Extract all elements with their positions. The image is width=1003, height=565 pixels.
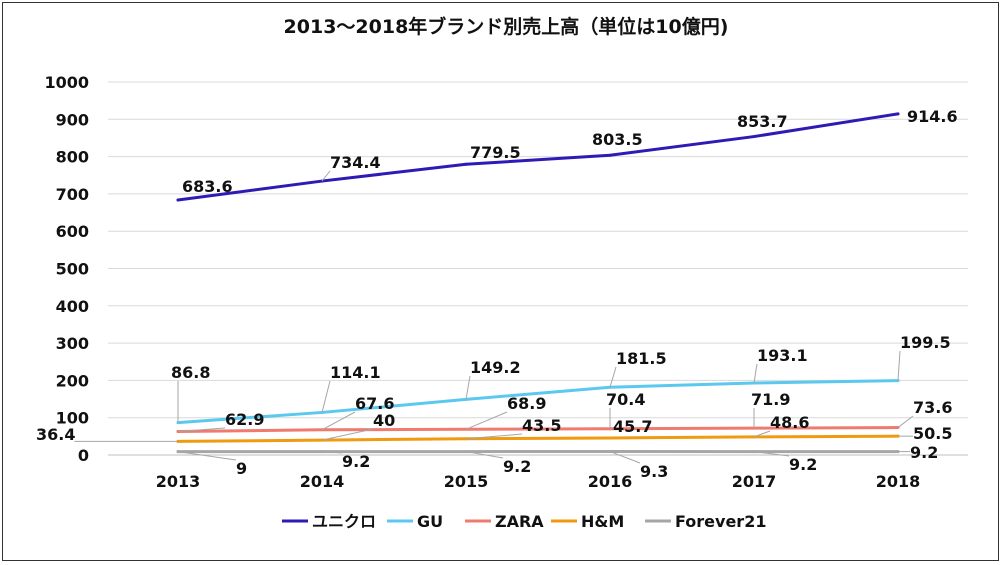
data-point-uniqlo bbox=[176, 198, 180, 202]
data-label-uniqlo: 683.6 bbox=[182, 177, 233, 196]
data-point-uniqlo bbox=[896, 112, 900, 116]
data-label-uniqlo: 803.5 bbox=[592, 130, 643, 149]
y-tick-label: 900 bbox=[56, 110, 89, 129]
data-label-zara: 68.9 bbox=[507, 394, 546, 413]
series-line-zara bbox=[176, 426, 900, 434]
series-line-uniqlo bbox=[176, 112, 900, 202]
leader-line bbox=[177, 451, 237, 461]
leader-line bbox=[321, 428, 374, 441]
legend-label-zara: ZARA bbox=[495, 512, 544, 531]
legend-label-gu: GU bbox=[417, 512, 443, 531]
leader-line bbox=[177, 427, 226, 433]
leader-line bbox=[465, 375, 471, 400]
data-point-uniqlo bbox=[752, 135, 756, 139]
leader-line bbox=[321, 170, 331, 182]
y-tick-label: 0 bbox=[78, 446, 89, 465]
legend-label-uniqlo: ユニクロ bbox=[312, 512, 376, 531]
data-label-gu: 181.5 bbox=[616, 349, 667, 368]
y-tick-label: 100 bbox=[56, 409, 89, 428]
leader-line bbox=[753, 430, 771, 438]
data-label-forever21: 9.2 bbox=[789, 455, 817, 474]
data-point-uniqlo bbox=[608, 153, 612, 157]
data-label-forever21: 9 bbox=[236, 459, 247, 478]
data-label-uniqlo: 853.7 bbox=[737, 112, 788, 131]
data-label-zara: 62.9 bbox=[225, 410, 264, 429]
leader-line bbox=[897, 415, 914, 428]
data-label-zara: 70.4 bbox=[606, 390, 645, 409]
leader-line bbox=[753, 363, 758, 384]
leader-line bbox=[609, 366, 617, 388]
data-label-zara: 71.9 bbox=[751, 390, 790, 409]
data-label-zara: 67.6 bbox=[355, 394, 394, 413]
data-label-forever21: 9.2 bbox=[503, 457, 531, 476]
data-label-hm: 50.5 bbox=[913, 424, 952, 443]
data-label-gu: 199.5 bbox=[900, 333, 951, 352]
data-label-hm: 48.6 bbox=[770, 413, 809, 432]
data-point-uniqlo bbox=[464, 162, 468, 166]
y-tick-label: 500 bbox=[56, 260, 89, 279]
x-tick-label: 2017 bbox=[732, 472, 777, 491]
data-label-gu: 193.1 bbox=[757, 346, 808, 365]
data-label-hm: 45.7 bbox=[613, 417, 652, 436]
data-label-forever21: 9.3 bbox=[640, 462, 668, 481]
data-label-hm: 43.5 bbox=[522, 416, 561, 435]
leader-line bbox=[321, 411, 356, 431]
y-tick-label: 800 bbox=[56, 148, 89, 167]
data-label-gu: 149.2 bbox=[470, 358, 521, 377]
leader-line bbox=[465, 451, 504, 459]
data-label-hm: 36.4 bbox=[36, 425, 75, 444]
y-tick-label: 1000 bbox=[44, 73, 89, 92]
x-tick-label: 2015 bbox=[444, 472, 489, 491]
data-label-uniqlo: 914.6 bbox=[907, 107, 958, 126]
data-label-forever21: 9.2 bbox=[910, 443, 938, 462]
series-line-hm bbox=[176, 434, 900, 443]
y-tick-label: 300 bbox=[56, 334, 89, 353]
data-point-hm bbox=[608, 436, 612, 440]
data-label-zara: 73.6 bbox=[913, 398, 952, 417]
data-label-gu: 86.8 bbox=[171, 363, 210, 382]
x-tick-label: 2014 bbox=[300, 472, 345, 491]
legend-label-forever21: Forever21 bbox=[675, 512, 766, 531]
legend-label-hm: H&M bbox=[581, 512, 624, 531]
data-label-gu: 114.1 bbox=[330, 363, 381, 382]
data-label-hm: 40 bbox=[373, 411, 395, 430]
leader-line bbox=[753, 451, 790, 457]
y-tick-label: 400 bbox=[56, 297, 89, 316]
x-tick-label: 2013 bbox=[156, 472, 201, 491]
chart-title: 2013～2018年ブランド別売上高（単位は10億円) bbox=[284, 15, 729, 38]
leader-line bbox=[465, 411, 508, 430]
data-label-uniqlo: 779.5 bbox=[470, 143, 521, 162]
leader-line bbox=[321, 451, 343, 454]
x-tick-label: 2016 bbox=[588, 472, 633, 491]
data-label-uniqlo: 734.4 bbox=[330, 153, 381, 172]
x-tick-label: 2018 bbox=[876, 472, 921, 491]
series-line-gu bbox=[176, 379, 900, 425]
leader-line bbox=[897, 350, 901, 381]
y-tick-label: 600 bbox=[56, 222, 89, 241]
y-tick-label: 700 bbox=[56, 185, 89, 204]
leader-line bbox=[321, 380, 331, 413]
data-label-forever21: 9.2 bbox=[342, 452, 370, 471]
leader-line bbox=[609, 451, 641, 464]
leader-line bbox=[465, 433, 523, 440]
y-tick-label: 200 bbox=[56, 371, 89, 390]
